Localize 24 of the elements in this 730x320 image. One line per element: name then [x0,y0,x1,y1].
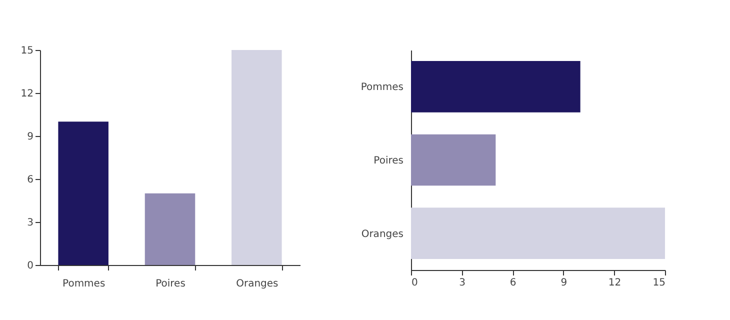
x-tick-label: 6 [510,278,516,288]
y-tick-label: 12 [20,88,34,100]
y-tick-label: Oranges [361,228,404,240]
x-tick-label: Pommes [62,278,106,290]
y-tick-label: 0 [27,260,34,272]
y-tick-label: 15 [20,46,34,56]
x-tick-label: 9 [560,278,568,288]
x-tick-label: 0 [412,278,418,288]
x-tick-label: Oranges [236,278,278,290]
y-tick-label: 6 [27,174,34,186]
x-tick-label: Poires [156,278,186,290]
x-tick-label: 3 [459,278,466,288]
bar [411,61,580,112]
y-tick-label: Pommes [360,82,404,94]
y-tick-label: 3 [27,218,34,228]
bar [411,208,665,259]
y-tick-label: 9 [27,132,34,142]
bar [58,122,108,265]
x-tick-label: 12 [608,278,622,288]
x-tick-label: 15 [652,278,666,288]
y-tick-label: Poires [374,156,404,166]
bar [144,193,196,265]
bar [411,134,496,186]
bar [232,50,282,265]
